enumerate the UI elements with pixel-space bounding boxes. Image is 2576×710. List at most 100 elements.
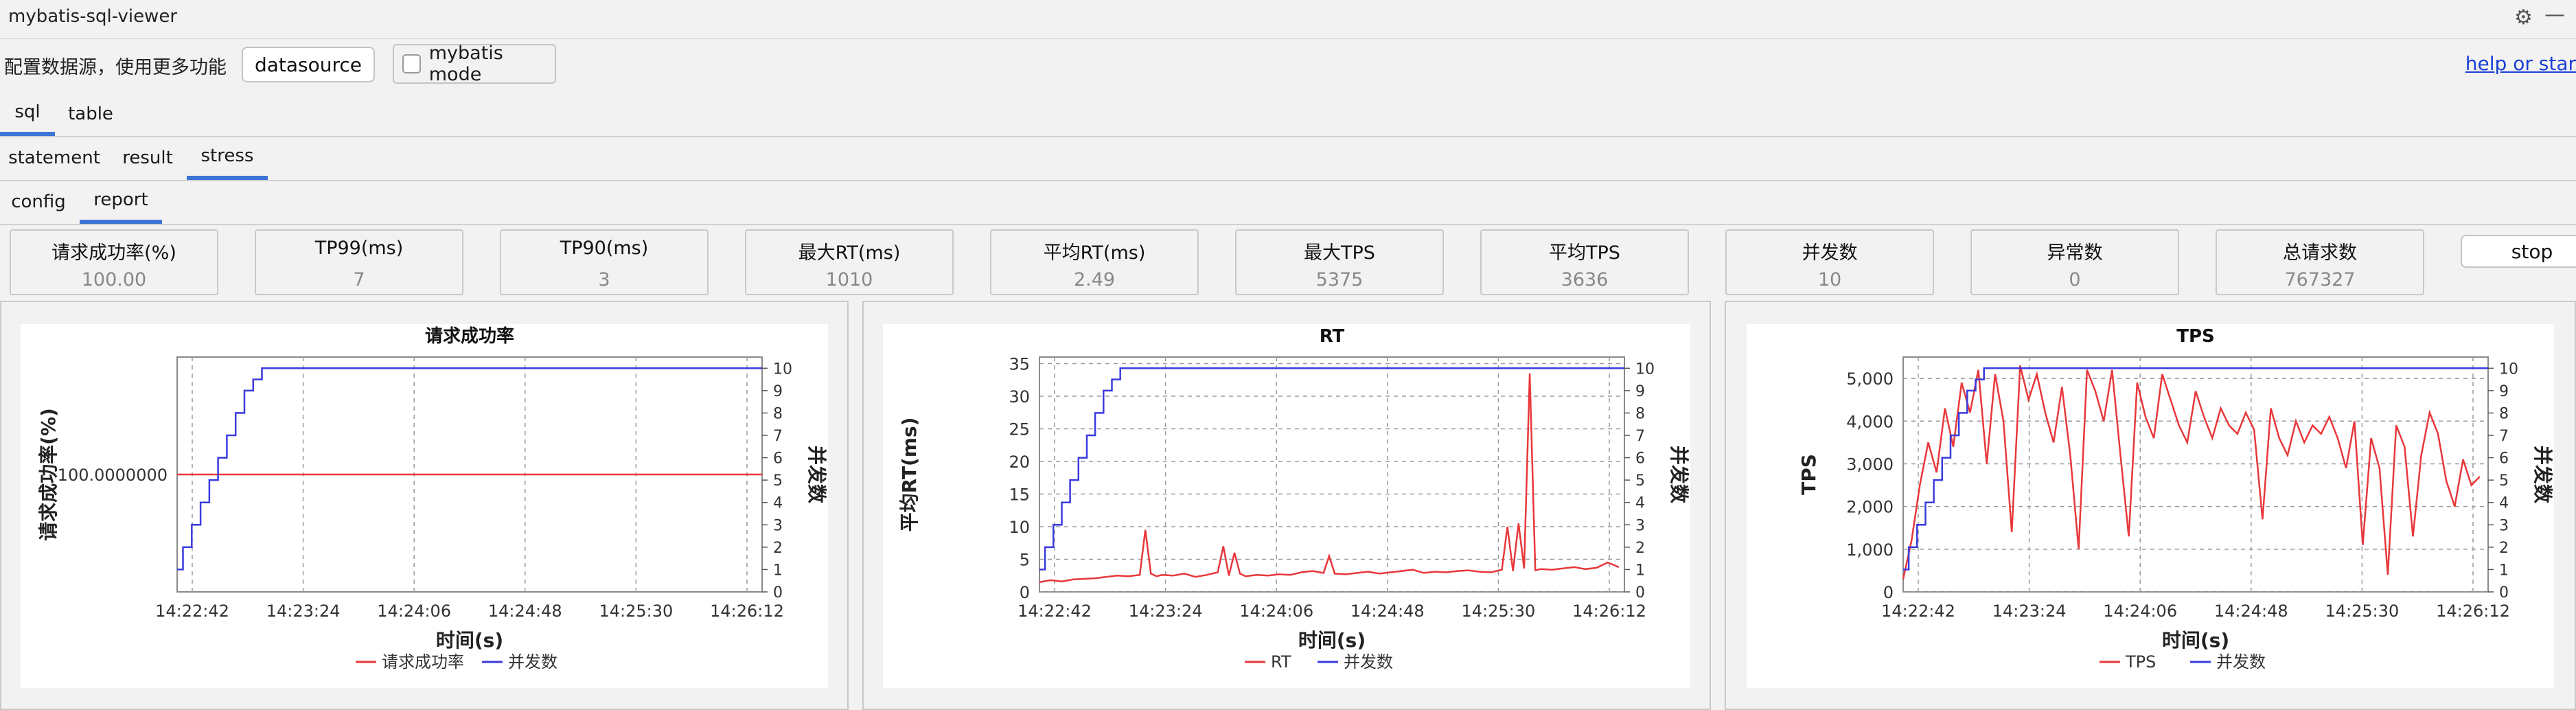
y2-tick-label: 10 [773, 360, 792, 378]
y2-tick-label: 2 [1635, 540, 1645, 557]
x-tick-label: 14:22:42 [1017, 602, 1092, 621]
chart-title: TPS [2176, 326, 2215, 347]
window-title: mybatis-sql-viewer [8, 6, 178, 27]
x-tick-label: 14:23:24 [1129, 602, 1203, 621]
metric-value: 3 [598, 269, 610, 290]
y-tick-label: 2,000 [1846, 498, 1894, 517]
metric-box: 平均RT(ms) 2.49 [990, 229, 1199, 295]
y-tick-label: 5,000 [1846, 369, 1894, 389]
success-rate-chart: 请求成功率 14:22:42 14:23:24 14:24:06 14:24:48 14:… [21, 324, 828, 688]
legend-label: TPS [2125, 652, 2156, 672]
x-tick-label: 14:24:48 [1350, 602, 1425, 621]
y2-tick-label: 5 [1635, 472, 1645, 490]
y2-tick-label: 4 [2499, 495, 2509, 512]
help-link[interactable]: help or star [2465, 52, 2576, 75]
x-tick-label: 14:23:24 [1992, 602, 2067, 621]
series-line-concurrency [1039, 367, 1624, 571]
metric-label: 平均TPS [1549, 242, 1620, 264]
rt-chart: RT 14:22:42 14:23:24 14:24:06 14:24:48 14:25:… [883, 324, 1690, 688]
y-tick-label: 20 [1009, 453, 1030, 472]
x-tick-label: 14:25:30 [2325, 602, 2400, 621]
y-tick-label: 25 [1009, 420, 1030, 439]
x-tick-label: 14:25:30 [1462, 602, 1536, 621]
x-tick-label: 14:24:06 [377, 602, 451, 621]
metric-value: 3636 [1561, 269, 1609, 290]
x-axis-label: 时间(s) [1298, 629, 1366, 652]
stress-tabs: config report [0, 180, 2576, 225]
tab-config[interactable]: config [11, 192, 66, 212]
plot-area [1039, 356, 1625, 593]
y2-tick-label: 8 [1635, 405, 1645, 422]
y2-tick-label: 7 [773, 428, 783, 445]
y-axis-label: 请求成功率(%) [37, 408, 60, 541]
x-tick-label: 14:26:12 [710, 602, 784, 621]
metric-label: 总请求数 [2283, 242, 2357, 264]
mybatis-mode-label: mybatis mode [428, 43, 503, 85]
y2-tick-label: 8 [773, 405, 783, 422]
metric-label: 异常数 [2047, 242, 2103, 264]
metric-label: TP99(ms) [314, 238, 404, 259]
y2-tick-label: 3 [2499, 517, 2509, 534]
x-tick-label: 14:22:42 [1881, 602, 1955, 621]
series-line-primary [1039, 373, 1620, 584]
legend-label: 并发数 [508, 652, 557, 672]
y-tick-label: 5 [1020, 551, 1030, 570]
metric-box: TP90(ms) 3 [500, 229, 709, 295]
metric-value: 2.49 [1073, 269, 1116, 290]
metric-box: 平均TPS 3636 [1480, 229, 1689, 295]
y2-tick-label: 7 [2499, 428, 2509, 445]
metric-box: TP99(ms) 7 [255, 229, 463, 295]
x-tick-label: 14:25:30 [599, 602, 674, 621]
y2-tick-label: 7 [1635, 428, 1645, 445]
metric-label: 最大TPS [1304, 242, 1375, 264]
mybatis-mode-checkbox[interactable] [402, 54, 421, 73]
tab-table[interactable]: table [68, 104, 113, 124]
metric-value: 1010 [825, 269, 873, 290]
metric-value: 100.00 [81, 269, 147, 290]
tab-report[interactable]: report [80, 180, 162, 224]
x-axis-label: 时间(s) [436, 629, 503, 652]
metric-value: 7 [353, 269, 365, 290]
x-tick-label: 14:22:42 [155, 602, 229, 621]
y2-tick-label: 9 [1635, 383, 1645, 400]
y2-tick-label: 6 [2499, 450, 2509, 468]
y2-tick-label: 10 [2499, 360, 2518, 378]
y2-axis-label: 并发数 [2531, 446, 2554, 504]
metric-label: TP90(ms) [560, 238, 649, 259]
y2-axis-label: 并发数 [805, 446, 828, 504]
x-tick-label: 14:23:24 [266, 602, 341, 621]
y-tick-label: 15 [1009, 485, 1030, 505]
tab-result[interactable]: result [122, 148, 173, 168]
y-tick-label: 0 [1020, 583, 1030, 602]
y2-tick-label: 0 [773, 584, 783, 602]
y2-tick-label: 10 [1635, 360, 1655, 378]
tab-sql[interactable]: sql [0, 92, 55, 136]
title-bar: mybatis-sql-viewer ⚙ — [0, 0, 2576, 39]
series-line-primary [1902, 365, 2481, 580]
y2-tick-label: 1 [2499, 562, 2509, 579]
y-tick-label: 1,000 [1846, 540, 1894, 560]
y2-tick-label: 2 [2499, 540, 2509, 557]
y-tick-label: 4,000 [1846, 412, 1894, 431]
y2-tick-label: 0 [2499, 584, 2509, 602]
tps-chart: TPS 14:22:42 14:23:24 14:24:06 14:24:48 14:25… [1747, 324, 2554, 688]
y2-tick-label: 1 [1635, 562, 1645, 579]
metric-box: 总请求数 767327 [2216, 229, 2424, 295]
datasource-button[interactable]: datasource [242, 47, 375, 82]
y-tick-label: 0 [1883, 583, 1894, 602]
metric-value: 767327 [2284, 269, 2356, 290]
gear-icon[interactable]: ⚙ [2514, 5, 2533, 30]
metric-label: 请求成功率(%) [51, 242, 176, 264]
tab-statement[interactable]: statement [8, 148, 100, 168]
mybatis-mode-toggle[interactable]: mybatis mode [393, 43, 556, 85]
metric-box: 最大RT(ms) 1010 [745, 229, 954, 295]
metric-label: 并发数 [1802, 242, 1858, 264]
y2-tick-label: 3 [1635, 517, 1645, 534]
y2-tick-label: 1 [773, 562, 783, 579]
y2-axis-label: 并发数 [1668, 446, 1690, 504]
minimize-icon[interactable]: — [2544, 3, 2565, 27]
x-tick-label: 14:26:12 [1572, 602, 1646, 621]
y-tick-label: 35 [1009, 355, 1030, 374]
stop-button[interactable]: stop [2461, 235, 2576, 268]
tab-stress[interactable]: stress [187, 136, 268, 180]
